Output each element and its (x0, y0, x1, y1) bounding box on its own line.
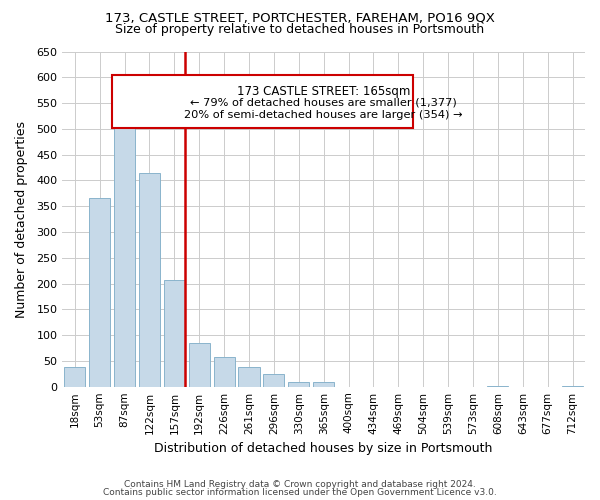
Bar (114, 120, 135, 386)
Text: 173 CASTLE STREET: 165sqm: 173 CASTLE STREET: 165sqm (237, 85, 410, 98)
Text: ← 79% of detached houses are smaller (1,377): ← 79% of detached houses are smaller (1,… (190, 98, 457, 108)
Text: Contains HM Land Registry data © Crown copyright and database right 2024.: Contains HM Land Registry data © Crown c… (124, 480, 476, 489)
Text: 173, CASTLE STREET, PORTCHESTER, FAREHAM, PO16 9QX: 173, CASTLE STREET, PORTCHESTER, FAREHAM… (105, 12, 495, 24)
Bar (214, 358, 235, 386)
Bar (188, 344, 210, 386)
FancyBboxPatch shape (112, 75, 413, 128)
Text: 20% of semi-detached houses are larger (354) →: 20% of semi-detached houses are larger (… (184, 110, 463, 120)
X-axis label: Distribution of detached houses by size in Portsmouth: Distribution of detached houses by size … (154, 442, 493, 455)
Bar (238, 367, 260, 386)
Y-axis label: Number of detached properties: Number of detached properties (15, 120, 28, 318)
Bar (89, 198, 110, 386)
Bar (313, 382, 334, 386)
Bar (288, 382, 310, 386)
Bar (263, 374, 284, 386)
Bar (64, 367, 85, 386)
Text: Size of property relative to detached houses in Portsmouth: Size of property relative to detached ho… (115, 22, 485, 36)
Bar (164, 280, 185, 386)
Text: Contains public sector information licensed under the Open Government Licence v3: Contains public sector information licen… (103, 488, 497, 497)
Bar (139, 173, 160, 386)
